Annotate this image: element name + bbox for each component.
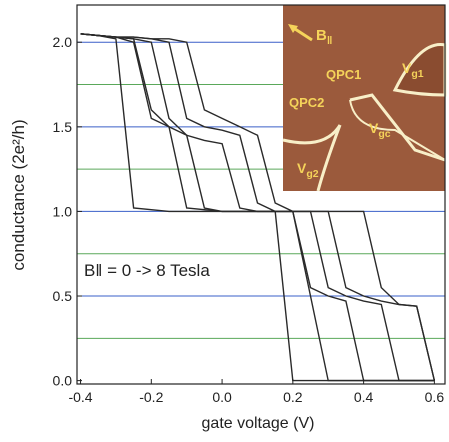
inset-label: QPC2: [289, 95, 324, 110]
inset-label-base: B: [316, 27, 327, 44]
x-tick-label: -0.2: [139, 389, 163, 405]
y-tick-label: 2.0: [53, 34, 73, 50]
y-axis-label: conductance (2e²/h): [9, 119, 28, 270]
inset-label-base: QPC2: [289, 95, 324, 110]
y-tick-label: 1.5: [53, 119, 73, 135]
x-tick-label: 0.6: [425, 389, 445, 405]
inset-label-sub: gc: [378, 128, 390, 140]
chart: gate voltage (V) conductance (2e²/h) B‖ …: [0, 0, 449, 437]
inset-label-sub: g2: [306, 168, 318, 180]
x-tick-label: 0.4: [354, 389, 374, 405]
y-tick-label: 0.0: [53, 373, 73, 389]
inset-label-sub: ‖: [327, 35, 333, 47]
y-tick-label: 1.0: [53, 203, 73, 219]
inset-label-base: QPC1: [326, 67, 361, 82]
inset-label-sub: g1: [411, 68, 423, 80]
x-tick-label: -0.4: [68, 389, 92, 405]
annotation: B‖ = 0 -> 8 Tesla: [84, 261, 210, 280]
x-tick-label: 0.0: [212, 389, 232, 405]
inset-label: QPC1: [326, 67, 361, 82]
y-tick-label: 0.5: [53, 288, 73, 304]
x-tick-label: 0.2: [283, 389, 303, 405]
x-axis-label: gate voltage (V): [202, 415, 315, 432]
